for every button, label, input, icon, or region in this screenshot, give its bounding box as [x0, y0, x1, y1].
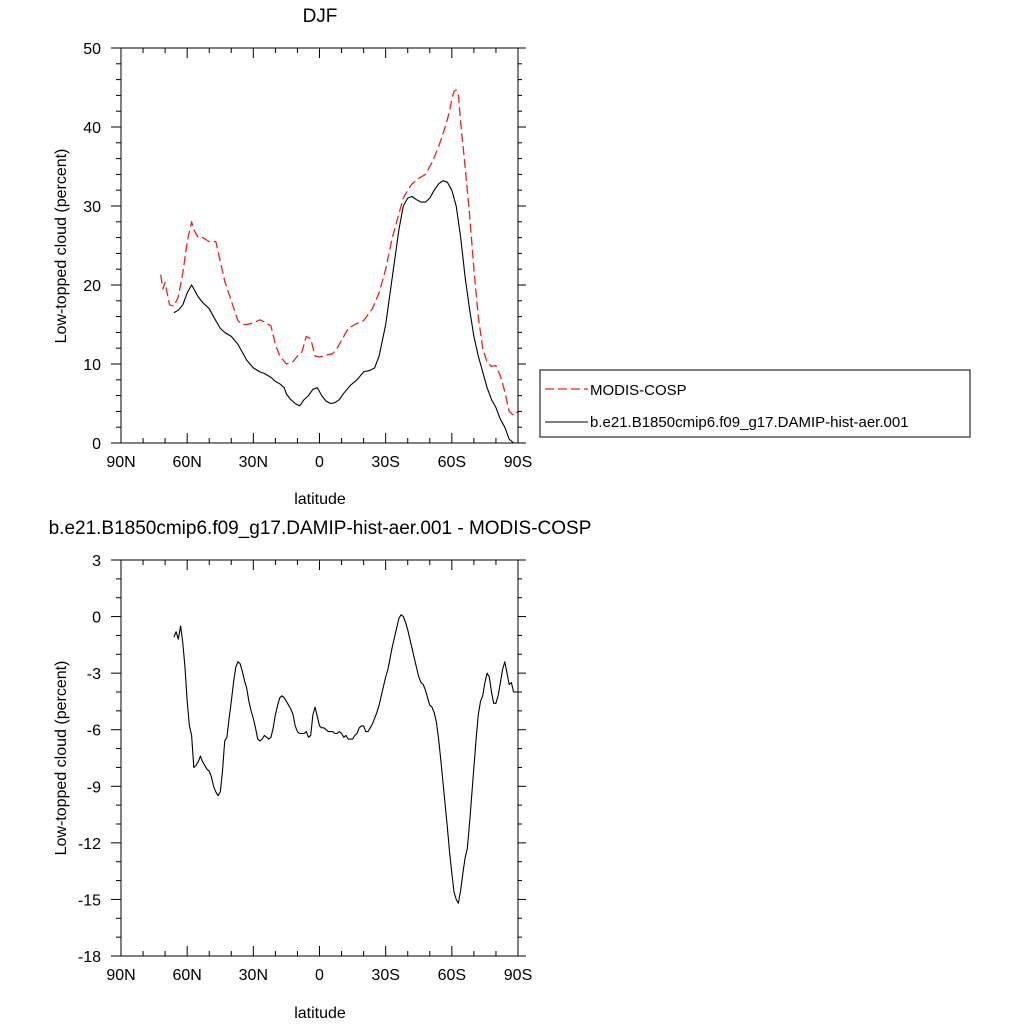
- top-chart-title: DJF: [303, 6, 338, 27]
- y-tick-label: -12: [78, 836, 101, 853]
- top-chart-y-axis-label: Low-topped cloud (percent): [53, 149, 70, 344]
- bottom-chart-title: b.e21.B1850cmip6.f09_g17.DAMIP-hist-aer.…: [49, 518, 592, 539]
- bottom-plot-frame: [120, 559, 519, 957]
- x-tick-label: 60N: [172, 454, 201, 471]
- x-tick-label: 90S: [504, 454, 532, 471]
- y-tick-label: 3: [92, 553, 101, 570]
- x-tick-label: 60S: [438, 967, 466, 984]
- top-chart-panel: DJF 90N 60N 30N 0 30S 60S 90S 0 10 20 30 40 50 latit…: [53, 6, 971, 508]
- y-tick-label: 20: [83, 278, 101, 295]
- top-chart-x-axis-label: latitude: [294, 491, 346, 508]
- y-tick-label: -6: [87, 723, 101, 740]
- legend-label-modis: MODIS-COSP: [590, 382, 687, 399]
- legend: MODIS-COSP b.e21.B1850cmip6.f09_g17.DAMI…: [539, 369, 971, 438]
- bottom-chart-x-axis-label: latitude: [294, 1005, 346, 1022]
- difference-line: [173, 614, 518, 904]
- top-chart-series: [160, 89, 519, 444]
- x-tick-label: 0: [315, 454, 324, 471]
- bottom-chart-tick-labels: 90N 60N 30N 0 30S 60S 90S -18 -15 -12 -9 -6 -3 0 3: [78, 553, 532, 984]
- legend-box: [539, 369, 971, 438]
- y-tick-label: -18: [78, 949, 101, 966]
- series-line-modis: [160, 89, 519, 417]
- x-tick-label: 30S: [371, 454, 399, 471]
- x-tick-label: 60S: [438, 454, 466, 471]
- x-tick-label: 30S: [371, 967, 399, 984]
- bottom-chart-y-axis-label: Low-topped cloud (percent): [53, 661, 70, 856]
- x-tick-label: 30N: [239, 454, 268, 471]
- bottom-chart-panel: b.e21.B1850cmip6.f09_g17.DAMIP-hist-aer.…: [49, 518, 592, 1022]
- y-tick-label: 10: [83, 357, 101, 374]
- y-tick-label: 40: [83, 120, 101, 137]
- x-tick-label: 90S: [504, 967, 532, 984]
- y-tick-label: 0: [92, 436, 101, 453]
- x-tick-label: 60N: [172, 967, 201, 984]
- top-plot-frame: [120, 47, 519, 444]
- legend-label-model: b.e21.B1850cmip6.f09_g17.DAMIP-hist-aer.…: [590, 414, 909, 431]
- x-tick-label: 30N: [239, 967, 268, 984]
- x-tick-label: 0: [315, 967, 324, 984]
- bottom-chart-ticks: [111, 559, 526, 957]
- y-tick-label: -3: [87, 666, 101, 683]
- bottom-chart-series: [173, 614, 518, 904]
- y-tick-label: -15: [78, 892, 101, 909]
- top-chart-tick-labels: 90N 60N 30N 0 30S 60S 90S 0 10 20 30 40 50: [83, 41, 532, 471]
- y-tick-label: 0: [92, 610, 101, 627]
- top-chart-ticks: [111, 47, 526, 444]
- series-line-model: [173, 180, 518, 444]
- y-tick-label: 30: [83, 199, 101, 216]
- x-tick-label: 90N: [106, 454, 135, 471]
- y-tick-label: 50: [83, 41, 101, 58]
- y-tick-label: -9: [87, 779, 101, 796]
- x-tick-label: 90N: [106, 967, 135, 984]
